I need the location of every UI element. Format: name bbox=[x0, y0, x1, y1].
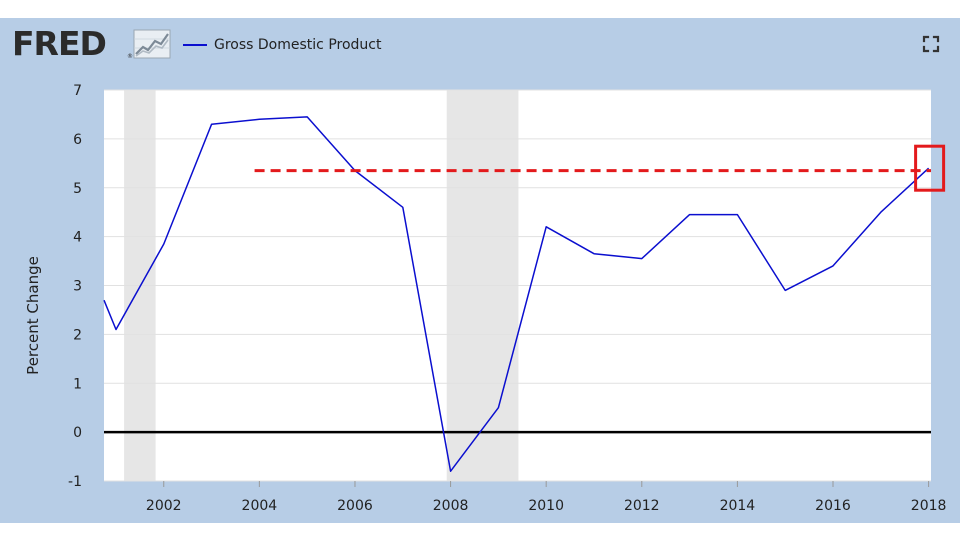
legend-series-label: Gross Domestic Product bbox=[214, 37, 382, 53]
fred-logo-registered-mark: ® bbox=[127, 53, 133, 60]
y-tick-label: 6 bbox=[73, 132, 82, 148]
y-tick-label: 0 bbox=[73, 425, 82, 441]
x-tick-label: 2014 bbox=[720, 498, 756, 514]
x-tick-label: 2006 bbox=[337, 498, 373, 514]
y-tick-label: 5 bbox=[73, 181, 82, 197]
x-tick-label: 2016 bbox=[815, 498, 851, 514]
highlight-box bbox=[914, 144, 946, 192]
legend-series-swatch bbox=[183, 44, 207, 46]
chart-line-icon bbox=[133, 29, 171, 59]
y-tick-label: 3 bbox=[73, 279, 82, 295]
y-tick-label: 2 bbox=[73, 327, 82, 343]
y-tick-label: 4 bbox=[73, 230, 82, 246]
x-tick-label: 2012 bbox=[624, 498, 660, 514]
x-tick-label: 2002 bbox=[146, 498, 182, 514]
y-tick-label: -1 bbox=[68, 474, 82, 490]
y-axis-label: Percent Change bbox=[24, 256, 42, 375]
series-line-gdp bbox=[103, 116, 930, 472]
x-tick-label: 2004 bbox=[242, 498, 278, 514]
x-tick-label: 2008 bbox=[433, 498, 469, 514]
fullscreen-icon[interactable] bbox=[922, 35, 940, 53]
chart-legend: Gross Domestic Product bbox=[183, 36, 381, 54]
x-tick-label: 2018 bbox=[911, 498, 947, 514]
fred-logo[interactable]: FRED bbox=[12, 24, 107, 63]
x-tick-label: 2010 bbox=[528, 498, 564, 514]
y-tick-label: 1 bbox=[73, 376, 82, 392]
y-tick-label: 7 bbox=[73, 83, 82, 99]
